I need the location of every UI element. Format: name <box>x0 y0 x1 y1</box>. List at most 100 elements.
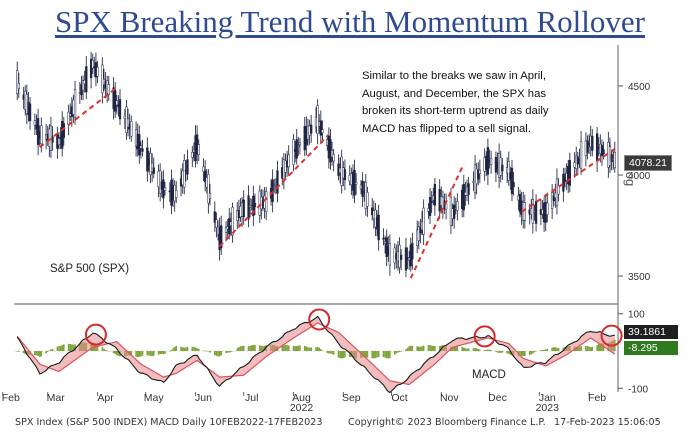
macd-histogram-bar <box>294 346 296 351</box>
macd-histogram-bar <box>438 346 441 351</box>
macd-histogram-bar <box>331 351 333 354</box>
price-bar-body <box>422 207 425 235</box>
macd-histogram-bar <box>406 347 409 351</box>
price-bar-body <box>292 139 295 165</box>
x-tick-label: Feb <box>588 392 606 404</box>
macd-histogram-bar <box>507 351 510 354</box>
macd-histogram-bar <box>249 345 251 351</box>
macd-histogram-bar <box>281 345 284 351</box>
macd-histogram-bar <box>416 346 419 351</box>
macd-histogram-bar <box>320 349 322 351</box>
macd-histogram-bar <box>173 346 176 351</box>
signal-last-box: -8.295 <box>624 341 678 355</box>
macd-histogram-bar <box>107 350 110 352</box>
macd-histogram-bar <box>591 346 594 351</box>
price-bar-body <box>417 226 420 241</box>
price-bar-body <box>186 159 189 175</box>
macd-histogram-bar <box>408 346 410 351</box>
x-tick-label: Nov <box>440 392 459 404</box>
price-bar-body <box>507 160 510 181</box>
macd-histogram-bar <box>252 344 255 351</box>
macd-histogram-bar <box>260 345 263 351</box>
macd-panel-label: MACD <box>472 369 506 381</box>
macd-histogram-bar <box>411 345 414 351</box>
price-bar-body <box>276 170 279 194</box>
macd-histogram-bar <box>387 351 390 359</box>
macd-histogram-bar <box>140 351 142 357</box>
uptrend-line <box>218 135 328 248</box>
macd-histogram-bar <box>393 351 396 355</box>
macd-histogram-bar <box>37 351 39 356</box>
macd-histogram-bar <box>71 344 73 351</box>
macd-histogram-bar <box>329 351 332 354</box>
price-bar-body <box>557 185 560 195</box>
macd-histogram-bar <box>46 351 49 352</box>
macd-histogram-bar <box>422 345 425 351</box>
macd-histogram-bar <box>376 351 378 358</box>
macd-histogram-bar <box>315 347 317 351</box>
macd-histogram-bar <box>461 346 463 351</box>
price-bar-body <box>96 66 99 77</box>
price-bar-body <box>576 156 579 165</box>
rollover-circle <box>308 308 331 331</box>
uptrend-line <box>521 148 616 213</box>
price-bar-body <box>91 59 94 69</box>
price-bar-body <box>183 160 186 188</box>
uptrend-line <box>409 163 465 279</box>
price-bar-body <box>467 183 470 196</box>
price-bar-body <box>399 254 403 260</box>
macd-histogram-bar <box>35 351 38 356</box>
x-year-label: 2022 <box>290 402 314 414</box>
price-bar-body <box>115 100 118 106</box>
price-bar-body <box>298 142 302 146</box>
macd-histogram-bar <box>104 349 107 351</box>
macd-histogram-bar <box>56 346 59 351</box>
price-bar-body <box>139 145 143 149</box>
macd-histogram-bar <box>524 351 526 357</box>
price-bar-body <box>568 160 571 186</box>
price-bar-body <box>552 195 555 202</box>
price-bar-body <box>477 169 480 180</box>
macd-histogram-bar <box>551 347 553 351</box>
macd-tick-label: -100 <box>628 384 648 395</box>
macd-histogram-bar <box>136 351 139 358</box>
macd-histogram-bar <box>297 345 300 351</box>
macd-histogram-bar <box>533 351 536 353</box>
price-bar-body <box>73 89 77 118</box>
x-tick-label: Oct <box>391 392 407 404</box>
macd-histogram-bar <box>183 347 186 351</box>
price-bar-body <box>175 190 178 198</box>
macd-histogram-bar <box>22 351 25 354</box>
macd-histogram-bar <box>18 351 20 352</box>
macd-histogram-bar <box>328 351 330 354</box>
macd-histogram-bar <box>562 347 565 351</box>
macd-histogram-bar <box>241 346 243 351</box>
price-bar-body <box>62 123 65 138</box>
macd-histogram-bar <box>254 344 256 351</box>
macd-histogram-bar <box>419 346 422 351</box>
macd-histogram-bar <box>374 351 377 359</box>
macd-histogram-bar <box>194 347 197 351</box>
macd-histogram-bar <box>69 344 72 351</box>
price-bar-body <box>152 167 155 174</box>
x-tick-label: Mar <box>47 392 66 404</box>
price-bar-body <box>208 192 212 200</box>
macd-histogram-bar <box>231 351 234 352</box>
macd-histogram-bar <box>186 347 189 351</box>
macd-histogram-bar <box>543 349 545 351</box>
rollover-circle <box>473 325 496 348</box>
macd-histogram-bar <box>532 351 534 354</box>
macd-histogram-bar <box>530 351 533 355</box>
macd-histogram-bar <box>316 347 319 351</box>
macd-histogram-bar <box>506 351 508 354</box>
macd-histogram-bar <box>397 351 399 353</box>
macd-histogram-bar <box>467 348 470 351</box>
x-tick-label: Sep <box>342 392 361 404</box>
macd-histogram-bar <box>175 345 178 351</box>
price-bar-body <box>319 120 322 136</box>
price-bar-body <box>316 105 319 134</box>
macd-histogram-bar <box>430 345 433 351</box>
price-bar-body <box>287 154 290 168</box>
price-bar-body <box>231 207 234 236</box>
price-bar-body <box>138 134 141 156</box>
